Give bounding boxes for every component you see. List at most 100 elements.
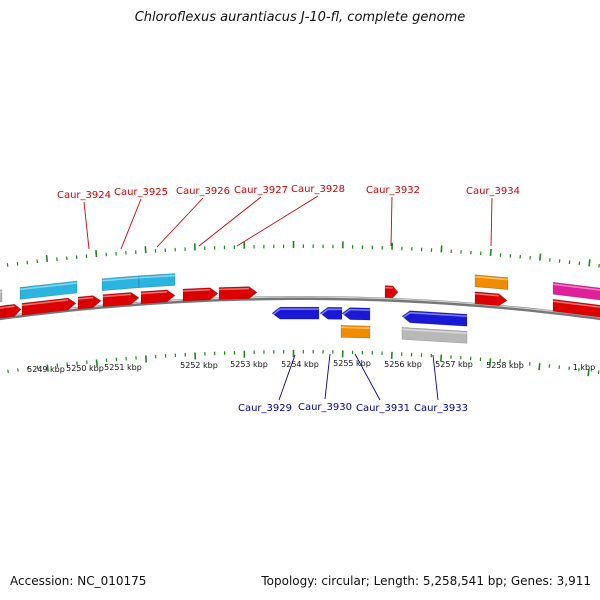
accession-text: Accession: NC_010175 bbox=[10, 574, 147, 588]
gene-label-caur-3933[interactable]: Caur_3933 bbox=[414, 403, 468, 414]
reverse-gene-arrow[interactable] bbox=[401, 310, 468, 327]
feature-highlight bbox=[101, 276, 140, 282]
major-tick bbox=[539, 253, 542, 261]
major-tick bbox=[587, 369, 590, 377]
tick-label-5258: 5258 kbp bbox=[486, 361, 524, 370]
feature-box[interactable] bbox=[340, 325, 371, 339]
callout-line-top bbox=[390, 196, 393, 247]
reverse-gene-arrow[interactable] bbox=[341, 307, 371, 321]
feature-highlight bbox=[182, 289, 211, 292]
major-tick bbox=[45, 254, 49, 263]
minor-tick bbox=[26, 366, 29, 371]
tick-label-1kbp: 1 kbp bbox=[573, 363, 595, 372]
major-tick bbox=[588, 259, 591, 267]
tick-label-5254: 5254 kbp bbox=[281, 360, 319, 369]
callout-line-bottom bbox=[432, 354, 439, 401]
feature-highlight bbox=[340, 326, 371, 329]
forward-gene-arrow[interactable] bbox=[140, 289, 176, 304]
major-tick bbox=[144, 246, 147, 254]
minor-tick bbox=[17, 368, 19, 372]
gene-label-caur-3934[interactable]: Caur_3934 bbox=[466, 186, 520, 197]
feature-highlight bbox=[0, 290, 3, 293]
feature-box[interactable] bbox=[138, 273, 176, 289]
major-tick bbox=[538, 363, 541, 371]
feature-highlight bbox=[319, 308, 343, 316]
tick-label-5253: 5253 kbp bbox=[230, 360, 268, 369]
gene-label-caur-3925[interactable]: Caur_3925 bbox=[114, 187, 168, 198]
feature-box[interactable] bbox=[401, 327, 468, 344]
callout-line-top bbox=[236, 195, 319, 247]
tick-label-5255: 5255 kbp bbox=[333, 359, 371, 368]
forward-gene-arrow[interactable] bbox=[21, 297, 77, 316]
feature-box[interactable] bbox=[19, 280, 78, 300]
forward-gene-arrow[interactable] bbox=[102, 292, 140, 307]
feature-box[interactable] bbox=[474, 274, 509, 290]
forward-gene-arrow[interactable] bbox=[77, 295, 102, 310]
minor-tick bbox=[578, 261, 581, 266]
feature-box[interactable] bbox=[0, 289, 3, 303]
gene-label-caur-3926[interactable]: Caur_3926 bbox=[176, 186, 230, 197]
major-tick bbox=[489, 248, 492, 256]
minor-tick bbox=[7, 369, 9, 374]
feature-highlight bbox=[218, 287, 250, 291]
feature-highlight bbox=[552, 283, 600, 291]
reverse-gene-arrow[interactable] bbox=[271, 306, 320, 320]
feature-highlight bbox=[19, 282, 78, 291]
feature-highlight bbox=[401, 328, 468, 335]
feature-box[interactable] bbox=[552, 281, 600, 301]
forward-gene-arrow[interactable] bbox=[552, 298, 600, 318]
feature-track bbox=[0, 273, 600, 344]
gene-label-caur-3932[interactable]: Caur_3932 bbox=[366, 185, 420, 196]
callout-line-bottom bbox=[324, 353, 331, 400]
gene-label-caur-3928[interactable]: Caur_3928 bbox=[291, 184, 345, 195]
feature-highlight bbox=[77, 296, 94, 300]
feature-highlight bbox=[4, 305, 15, 309]
forward-gene-arrow[interactable] bbox=[384, 285, 399, 299]
forward-gene-arrow[interactable] bbox=[4, 303, 22, 318]
tick-label-5250: 5250 kbp bbox=[66, 364, 104, 373]
callout-line-top bbox=[83, 201, 90, 250]
tick-label-5256: 5256 kbp bbox=[384, 360, 422, 369]
major-tick bbox=[95, 359, 98, 367]
feature-highlight bbox=[21, 299, 69, 307]
backbone-line bbox=[0, 296, 600, 321]
feature-highlight bbox=[138, 274, 176, 279]
feature-highlight bbox=[474, 293, 500, 297]
feature-highlight bbox=[140, 291, 168, 295]
tick-label-5249: 5249 kbp bbox=[27, 365, 65, 374]
major-tick bbox=[95, 250, 98, 258]
callout-line-top bbox=[120, 198, 142, 250]
tick-label-5257: 5257 kbp bbox=[435, 360, 473, 369]
tick-label-5252: 5252 kbp bbox=[180, 361, 218, 370]
label-callouts bbox=[83, 195, 493, 401]
gene-label-caur-3931[interactable]: Caur_3931 bbox=[356, 403, 410, 414]
forward-gene-arrow[interactable] bbox=[182, 287, 219, 302]
gene-label-caur-3929[interactable]: Caur_3929 bbox=[238, 403, 292, 414]
feature-highlight bbox=[271, 308, 319, 316]
gene-label-caur-3927[interactable]: Caur_3927 bbox=[234, 185, 288, 196]
feature-highlight bbox=[552, 300, 600, 308]
map-title: Chloroflexus aurantiacus J-10-fl, comple… bbox=[134, 10, 466, 25]
forward-gene-arrow[interactable] bbox=[474, 291, 508, 307]
feature-highlight bbox=[341, 308, 371, 317]
callout-line-bottom bbox=[278, 354, 296, 401]
callout-line-top bbox=[156, 197, 204, 248]
feature-highlight bbox=[401, 311, 468, 319]
major-tick bbox=[440, 354, 443, 362]
minor-tick bbox=[597, 370, 600, 375]
topology-summary: Topology: circular; Length: 5,258,541 bp… bbox=[261, 574, 591, 588]
major-tick bbox=[46, 364, 49, 372]
callout-line-top bbox=[490, 197, 493, 247]
outer-tick-track bbox=[6, 241, 600, 268]
gene-label-caur-3924[interactable]: Caur_3924 bbox=[57, 190, 111, 201]
major-tick bbox=[489, 358, 492, 366]
gene-label-caur-3930[interactable]: Caur_3930 bbox=[298, 402, 352, 413]
feature-highlight bbox=[102, 293, 132, 298]
forward-gene-arrow[interactable] bbox=[218, 286, 258, 300]
callout-line-top bbox=[198, 196, 262, 247]
tick-label-5251: 5251 kbp bbox=[104, 363, 142, 372]
feature-highlight bbox=[474, 276, 509, 281]
inner-tick-track bbox=[7, 350, 600, 377]
callout-line-bottom bbox=[354, 353, 381, 401]
